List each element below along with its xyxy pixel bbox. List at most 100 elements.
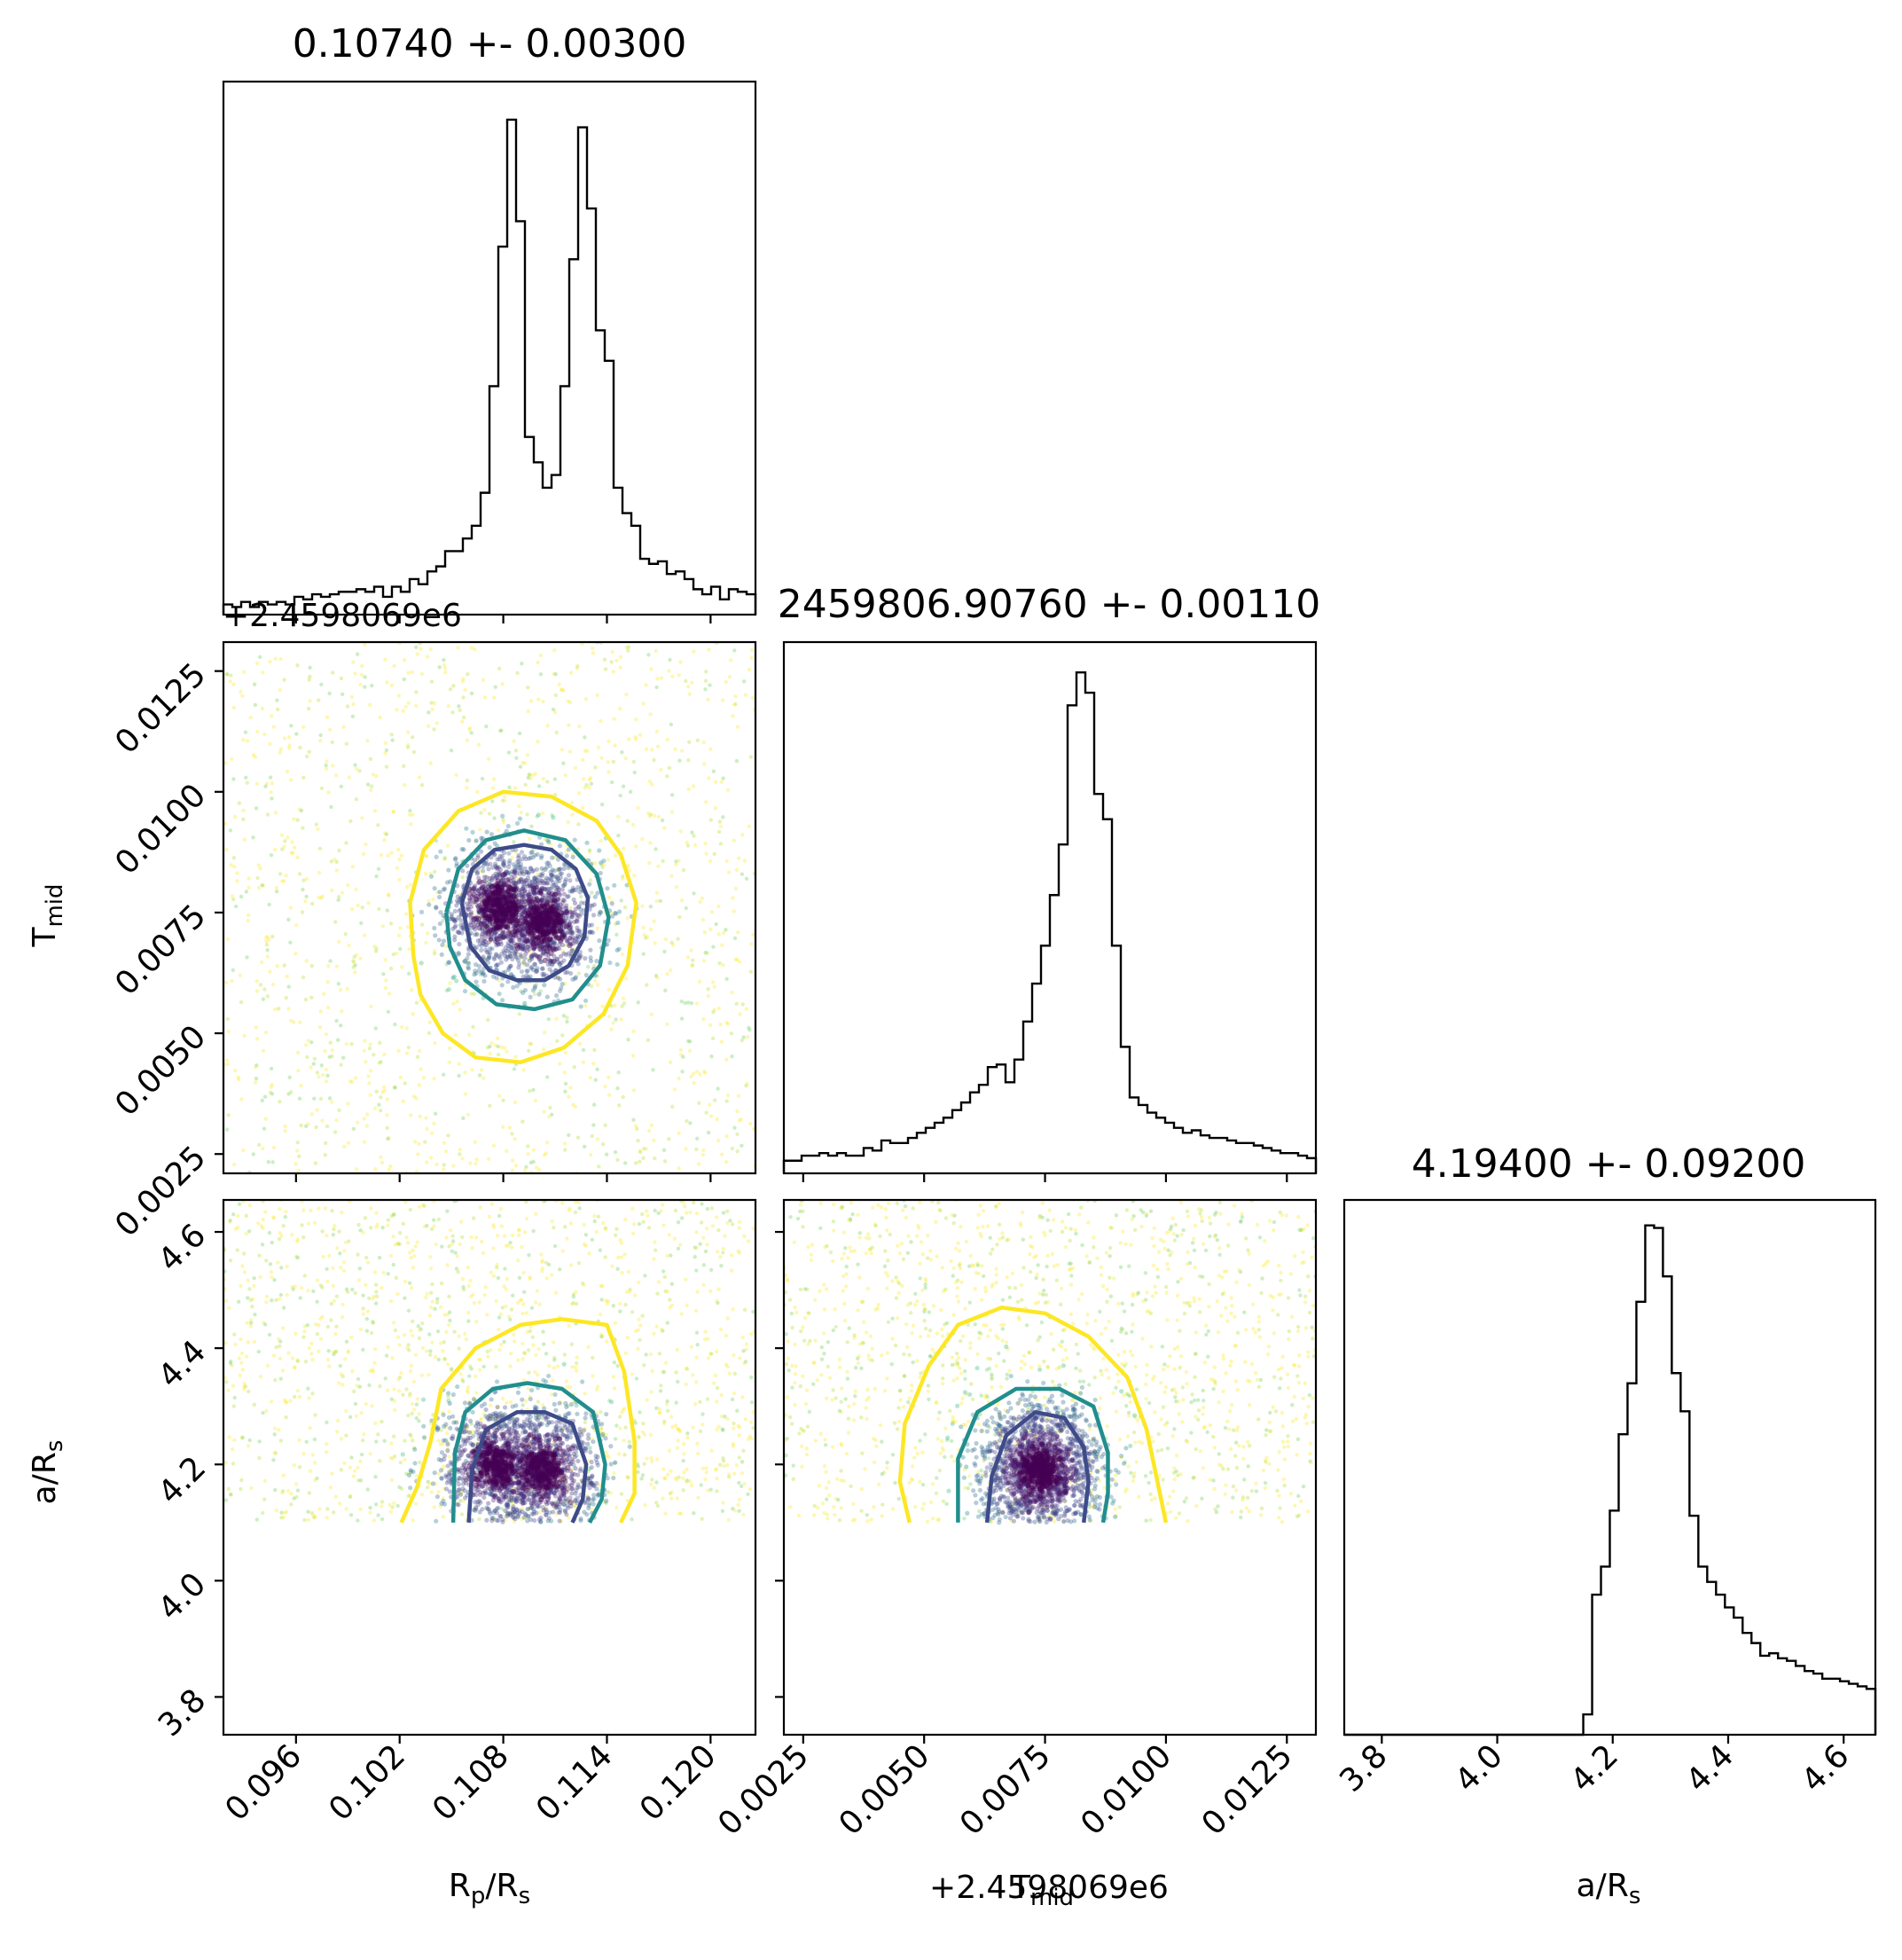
scatter-point bbox=[367, 1081, 372, 1086]
density-core-point bbox=[530, 885, 537, 892]
scatter-point bbox=[729, 658, 733, 662]
scatter-point bbox=[297, 1154, 301, 1159]
scatter-point bbox=[507, 858, 513, 863]
scatter-point bbox=[350, 1287, 355, 1292]
scatter-point bbox=[376, 1513, 380, 1517]
scatter-point bbox=[521, 910, 526, 915]
scatter-point bbox=[535, 928, 541, 933]
scatter-point bbox=[703, 687, 708, 692]
scatter-point bbox=[318, 1283, 324, 1288]
scatter-point bbox=[549, 947, 554, 953]
scatter-point bbox=[504, 828, 509, 834]
scatter-point bbox=[496, 927, 501, 932]
scatter-point bbox=[481, 966, 486, 972]
scatter-point bbox=[253, 1065, 258, 1070]
scatter-point bbox=[321, 1072, 325, 1078]
scatter-point bbox=[509, 1352, 513, 1356]
scatter-point bbox=[509, 934, 514, 939]
scatter-point bbox=[574, 939, 579, 945]
density-core-point bbox=[528, 929, 535, 936]
scatter-point bbox=[481, 874, 487, 880]
scatter-point bbox=[719, 1039, 724, 1044]
scatter-point bbox=[471, 885, 476, 891]
scatter-point bbox=[317, 1507, 322, 1511]
scatter-point bbox=[661, 858, 665, 864]
scatter-point bbox=[512, 904, 517, 909]
scatter-point bbox=[668, 1298, 672, 1302]
scatter-point bbox=[617, 1415, 622, 1419]
scatter-point bbox=[737, 1480, 741, 1486]
scatter-point bbox=[395, 1291, 400, 1297]
scatter-point bbox=[740, 1038, 744, 1043]
scatter-point bbox=[490, 865, 496, 870]
scatter-point bbox=[528, 882, 534, 889]
scatter-point bbox=[414, 703, 419, 709]
scatter-point bbox=[563, 906, 568, 911]
scatter-point bbox=[684, 1147, 688, 1151]
scatter-point bbox=[665, 774, 669, 779]
scatter-point bbox=[532, 876, 537, 882]
scatter-point bbox=[480, 915, 484, 920]
scatter-point bbox=[401, 709, 406, 713]
scatter-point bbox=[607, 1093, 612, 1097]
scatter-point bbox=[667, 765, 672, 771]
scatter-point bbox=[569, 889, 575, 894]
scatter-point bbox=[521, 872, 527, 877]
scatter-point bbox=[748, 755, 753, 759]
scatter-point bbox=[624, 692, 629, 697]
density-core-point bbox=[513, 897, 519, 903]
scatter-point bbox=[372, 1106, 378, 1110]
scatter-point bbox=[508, 878, 513, 884]
scatter-point bbox=[226, 1113, 231, 1117]
scatter-point bbox=[555, 903, 560, 908]
scatter-point bbox=[641, 1421, 646, 1426]
scatter-point bbox=[544, 952, 549, 957]
scatter-point bbox=[493, 952, 499, 957]
scatter-point bbox=[538, 886, 544, 892]
scatter-point bbox=[509, 938, 514, 944]
scatter-point bbox=[480, 896, 485, 901]
scatter-point bbox=[564, 937, 569, 944]
scatter-point bbox=[467, 887, 473, 891]
scatter-point bbox=[604, 1450, 609, 1454]
scatter-point bbox=[661, 1369, 667, 1375]
scatter-point bbox=[232, 814, 238, 819]
scatter-point bbox=[411, 749, 417, 755]
scatter-point bbox=[278, 872, 283, 876]
scatter-point bbox=[309, 995, 314, 1000]
scatter-point bbox=[495, 1265, 499, 1270]
scatter-point bbox=[247, 876, 251, 881]
scatter-point bbox=[693, 1308, 699, 1313]
scatter-point bbox=[397, 857, 402, 862]
title-rprs: 0.10740 +- 0.00300 bbox=[293, 21, 687, 67]
scatter-point bbox=[499, 935, 505, 940]
scatter-point bbox=[379, 1094, 383, 1100]
scatter-point bbox=[224, 1127, 230, 1132]
scatter-point bbox=[442, 1357, 447, 1361]
scatter-point bbox=[568, 941, 574, 947]
scatter-point bbox=[684, 906, 688, 911]
scatter-point bbox=[542, 921, 547, 926]
scatter-point bbox=[524, 968, 529, 974]
scatter-point bbox=[463, 1070, 467, 1075]
scatter-point bbox=[530, 902, 536, 907]
scatter-point bbox=[520, 904, 525, 909]
scatter-point bbox=[531, 908, 536, 914]
scatter-point bbox=[521, 1357, 525, 1361]
scatter-point bbox=[529, 912, 536, 917]
scatter-point bbox=[343, 1240, 348, 1245]
scatter-point bbox=[548, 898, 553, 904]
scatter-point bbox=[513, 918, 520, 924]
scatter-point bbox=[500, 929, 505, 934]
scatter-point bbox=[655, 1503, 661, 1509]
scatter-point bbox=[529, 892, 535, 898]
scatter-point bbox=[359, 672, 364, 678]
scatter-point bbox=[297, 872, 302, 876]
scatter-point bbox=[471, 1216, 476, 1220]
scatter-point bbox=[614, 947, 620, 953]
scatter-point bbox=[530, 1335, 535, 1339]
scatter-point bbox=[616, 833, 621, 838]
scatter-point bbox=[527, 918, 532, 924]
scatter-point bbox=[401, 1221, 406, 1227]
scatter-point bbox=[538, 889, 544, 894]
